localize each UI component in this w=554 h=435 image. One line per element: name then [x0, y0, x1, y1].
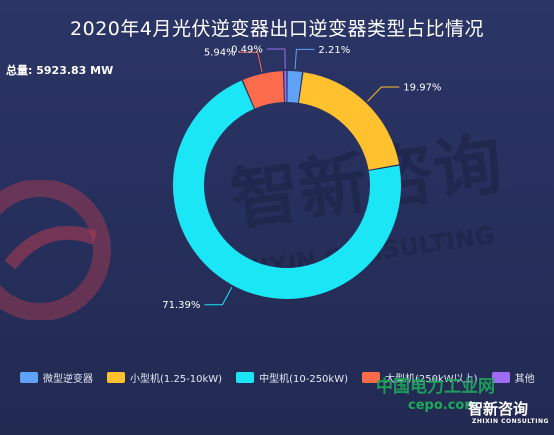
- donut-slice-0[interactable]: [287, 71, 303, 103]
- leader-line-4: [266, 48, 286, 70]
- donut-slice-1[interactable]: [298, 72, 400, 170]
- leader-line-0: [294, 48, 315, 70]
- legend-label: 中型机(10-250kW): [259, 374, 348, 385]
- slice-label-1: 19.97%: [403, 83, 441, 94]
- slice-label-2: 71.39%: [162, 300, 200, 311]
- watermark-logo-left: [0, 180, 111, 320]
- legend-label: 微型逆变器: [43, 374, 93, 385]
- chart-title: 2020年4月光伏逆变器出口逆变器类型占比情况: [70, 18, 484, 40]
- legend-label: 大型机(250kW以上): [385, 374, 478, 385]
- legend-item-large[interactable]: 大型机(250kW以上): [362, 370, 478, 385]
- brand-logo-sub: ZHIXIN CONSULTING: [472, 418, 549, 425]
- slice-label-0: 2.21%: [318, 45, 350, 56]
- legend-item-small[interactable]: 小型机(1.25-10kW): [107, 370, 222, 385]
- legend-swatch: [491, 372, 510, 383]
- legend-label: 其他: [514, 374, 535, 385]
- slice-label-4: 0.49%: [231, 45, 263, 56]
- donut-slice-3[interactable]: [242, 71, 284, 109]
- chart-legend: 微型逆变器 小型机(1.25-10kW) 中型机(10-250kW) 大型机(2…: [20, 370, 540, 385]
- brand-url: cepo.com: [408, 398, 478, 413]
- legend-item-micro[interactable]: 微型逆变器: [20, 370, 93, 385]
- slice-label-3: 5.94%: [204, 48, 236, 59]
- legend-swatch: [20, 372, 38, 383]
- brand-name: 中国电力工业网: [376, 377, 495, 397]
- legend-item-medium[interactable]: 中型机(10-250kW): [236, 370, 348, 385]
- legend-swatch: [362, 372, 380, 383]
- leader-line-2: [204, 286, 233, 306]
- total-label: 总量: 5923.83 MW: [6, 64, 114, 77]
- legend-item-other[interactable]: 其他: [491, 370, 535, 385]
- legend-label: 小型机(1.25-10kW): [130, 374, 223, 385]
- brand-logo-text: 智新咨询: [468, 400, 529, 418]
- legend-swatch: [107, 372, 125, 383]
- leader-line-3: [239, 51, 263, 72]
- legend-swatch: [236, 372, 255, 383]
- donut-slice-4[interactable]: [284, 71, 287, 103]
- leader-line-1: [367, 86, 400, 102]
